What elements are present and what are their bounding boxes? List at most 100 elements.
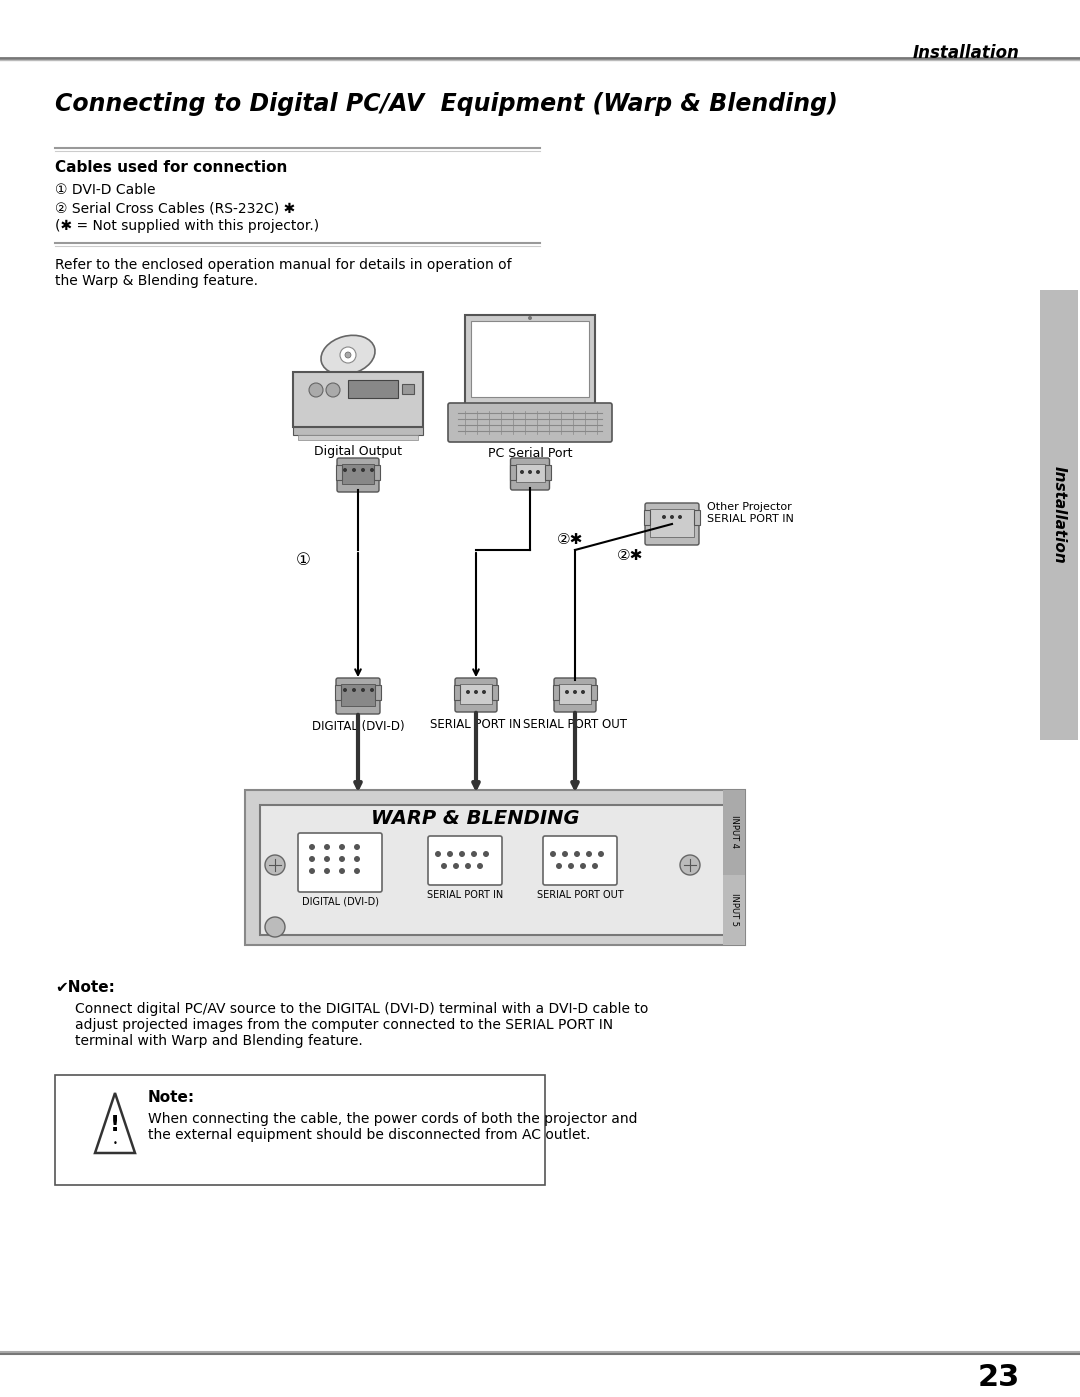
Circle shape [352,687,356,692]
Text: !: ! [110,1115,120,1134]
Circle shape [309,856,315,862]
Text: Installation: Installation [1052,467,1067,564]
Text: ② Serial Cross Cables (RS-232C) ✱: ② Serial Cross Cables (RS-232C) ✱ [55,201,295,215]
Bar [510,465,515,481]
Circle shape [471,851,477,856]
Circle shape [562,851,568,856]
Circle shape [326,383,340,397]
Circle shape [453,863,459,869]
Text: SERIAL PORT OUT: SERIAL PORT OUT [537,890,623,900]
Circle shape [370,468,374,472]
Circle shape [477,863,483,869]
Text: SERIAL PORT IN: SERIAL PORT IN [427,890,503,900]
Text: ✔Note:: ✔Note: [55,981,114,995]
FancyBboxPatch shape [645,503,699,545]
Circle shape [573,690,577,694]
Circle shape [324,856,330,862]
Bar [341,685,375,705]
Circle shape [354,868,360,875]
Bar [465,314,595,405]
Circle shape [354,844,360,849]
Circle shape [519,469,524,474]
Circle shape [465,863,471,869]
Circle shape [361,687,365,692]
Circle shape [447,851,453,856]
Text: WARP & BLENDING: WARP & BLENDING [370,809,579,827]
Text: ① DVI-D Cable: ① DVI-D Cable [55,183,156,197]
Circle shape [528,469,532,474]
Circle shape [340,346,356,363]
FancyBboxPatch shape [428,835,502,886]
FancyBboxPatch shape [543,835,617,886]
Text: SERIAL PORT IN: SERIAL PORT IN [431,718,522,731]
Bar [374,465,380,481]
Circle shape [565,690,569,694]
FancyBboxPatch shape [336,678,380,714]
Circle shape [352,468,356,472]
Text: (✱ = Not supplied with this projector.): (✱ = Not supplied with this projector.) [55,219,319,233]
Circle shape [581,690,585,694]
Text: DIGITAL (DVI-D): DIGITAL (DVI-D) [312,719,404,733]
Circle shape [680,855,700,875]
Circle shape [568,863,573,869]
Text: DIGITAL (DVI-D): DIGITAL (DVI-D) [301,897,378,907]
Circle shape [339,856,345,862]
Circle shape [573,851,580,856]
Bar [260,805,730,935]
Circle shape [474,690,478,694]
Circle shape [536,469,540,474]
Bar [245,789,745,944]
Circle shape [324,868,330,875]
Bar [559,685,591,704]
Circle shape [441,863,447,869]
Circle shape [482,690,486,694]
FancyBboxPatch shape [337,458,379,492]
Circle shape [670,515,674,520]
Text: ②✱: ②✱ [617,548,644,563]
Bar [335,685,341,700]
Bar [591,685,597,700]
Text: INPUT 5: INPUT 5 [729,893,739,926]
FancyBboxPatch shape [511,458,550,490]
Circle shape [459,851,465,856]
Circle shape [580,863,586,869]
Bar [293,427,423,434]
Text: Other Projector
SERIAL PORT IN: Other Projector SERIAL PORT IN [707,502,794,524]
Bar [723,789,745,876]
Bar [293,372,423,427]
Circle shape [309,383,323,397]
Bar [298,434,418,440]
Text: Digital Output: Digital Output [314,446,402,458]
Circle shape [592,863,598,869]
Bar [375,685,381,700]
Circle shape [309,868,315,875]
Circle shape [662,515,666,520]
Text: Connect digital PC/AV source to the DIGITAL (DVI-D) terminal with a DVI-D cable : Connect digital PC/AV source to the DIGI… [75,1002,648,1048]
Circle shape [370,687,374,692]
Circle shape [598,851,604,856]
Circle shape [528,316,532,320]
Text: Cables used for connection: Cables used for connection [55,161,287,175]
Circle shape [435,851,441,856]
Circle shape [361,468,365,472]
Circle shape [678,515,681,520]
Circle shape [586,851,592,856]
Text: •: • [112,1139,118,1147]
Bar [402,384,414,394]
Circle shape [343,687,347,692]
Bar [454,685,460,700]
Circle shape [345,352,351,358]
Bar [460,685,492,704]
Bar [348,380,399,398]
Bar [515,464,544,482]
Circle shape [339,868,345,875]
Circle shape [324,844,330,849]
Circle shape [343,468,347,472]
Ellipse shape [321,335,375,374]
Circle shape [309,844,315,849]
Bar [694,510,700,525]
Bar [644,510,650,525]
Circle shape [354,856,360,862]
Text: Refer to the enclosed operation manual for details in operation of
the Warp & Bl: Refer to the enclosed operation manual f… [55,258,512,288]
Bar [336,465,342,481]
